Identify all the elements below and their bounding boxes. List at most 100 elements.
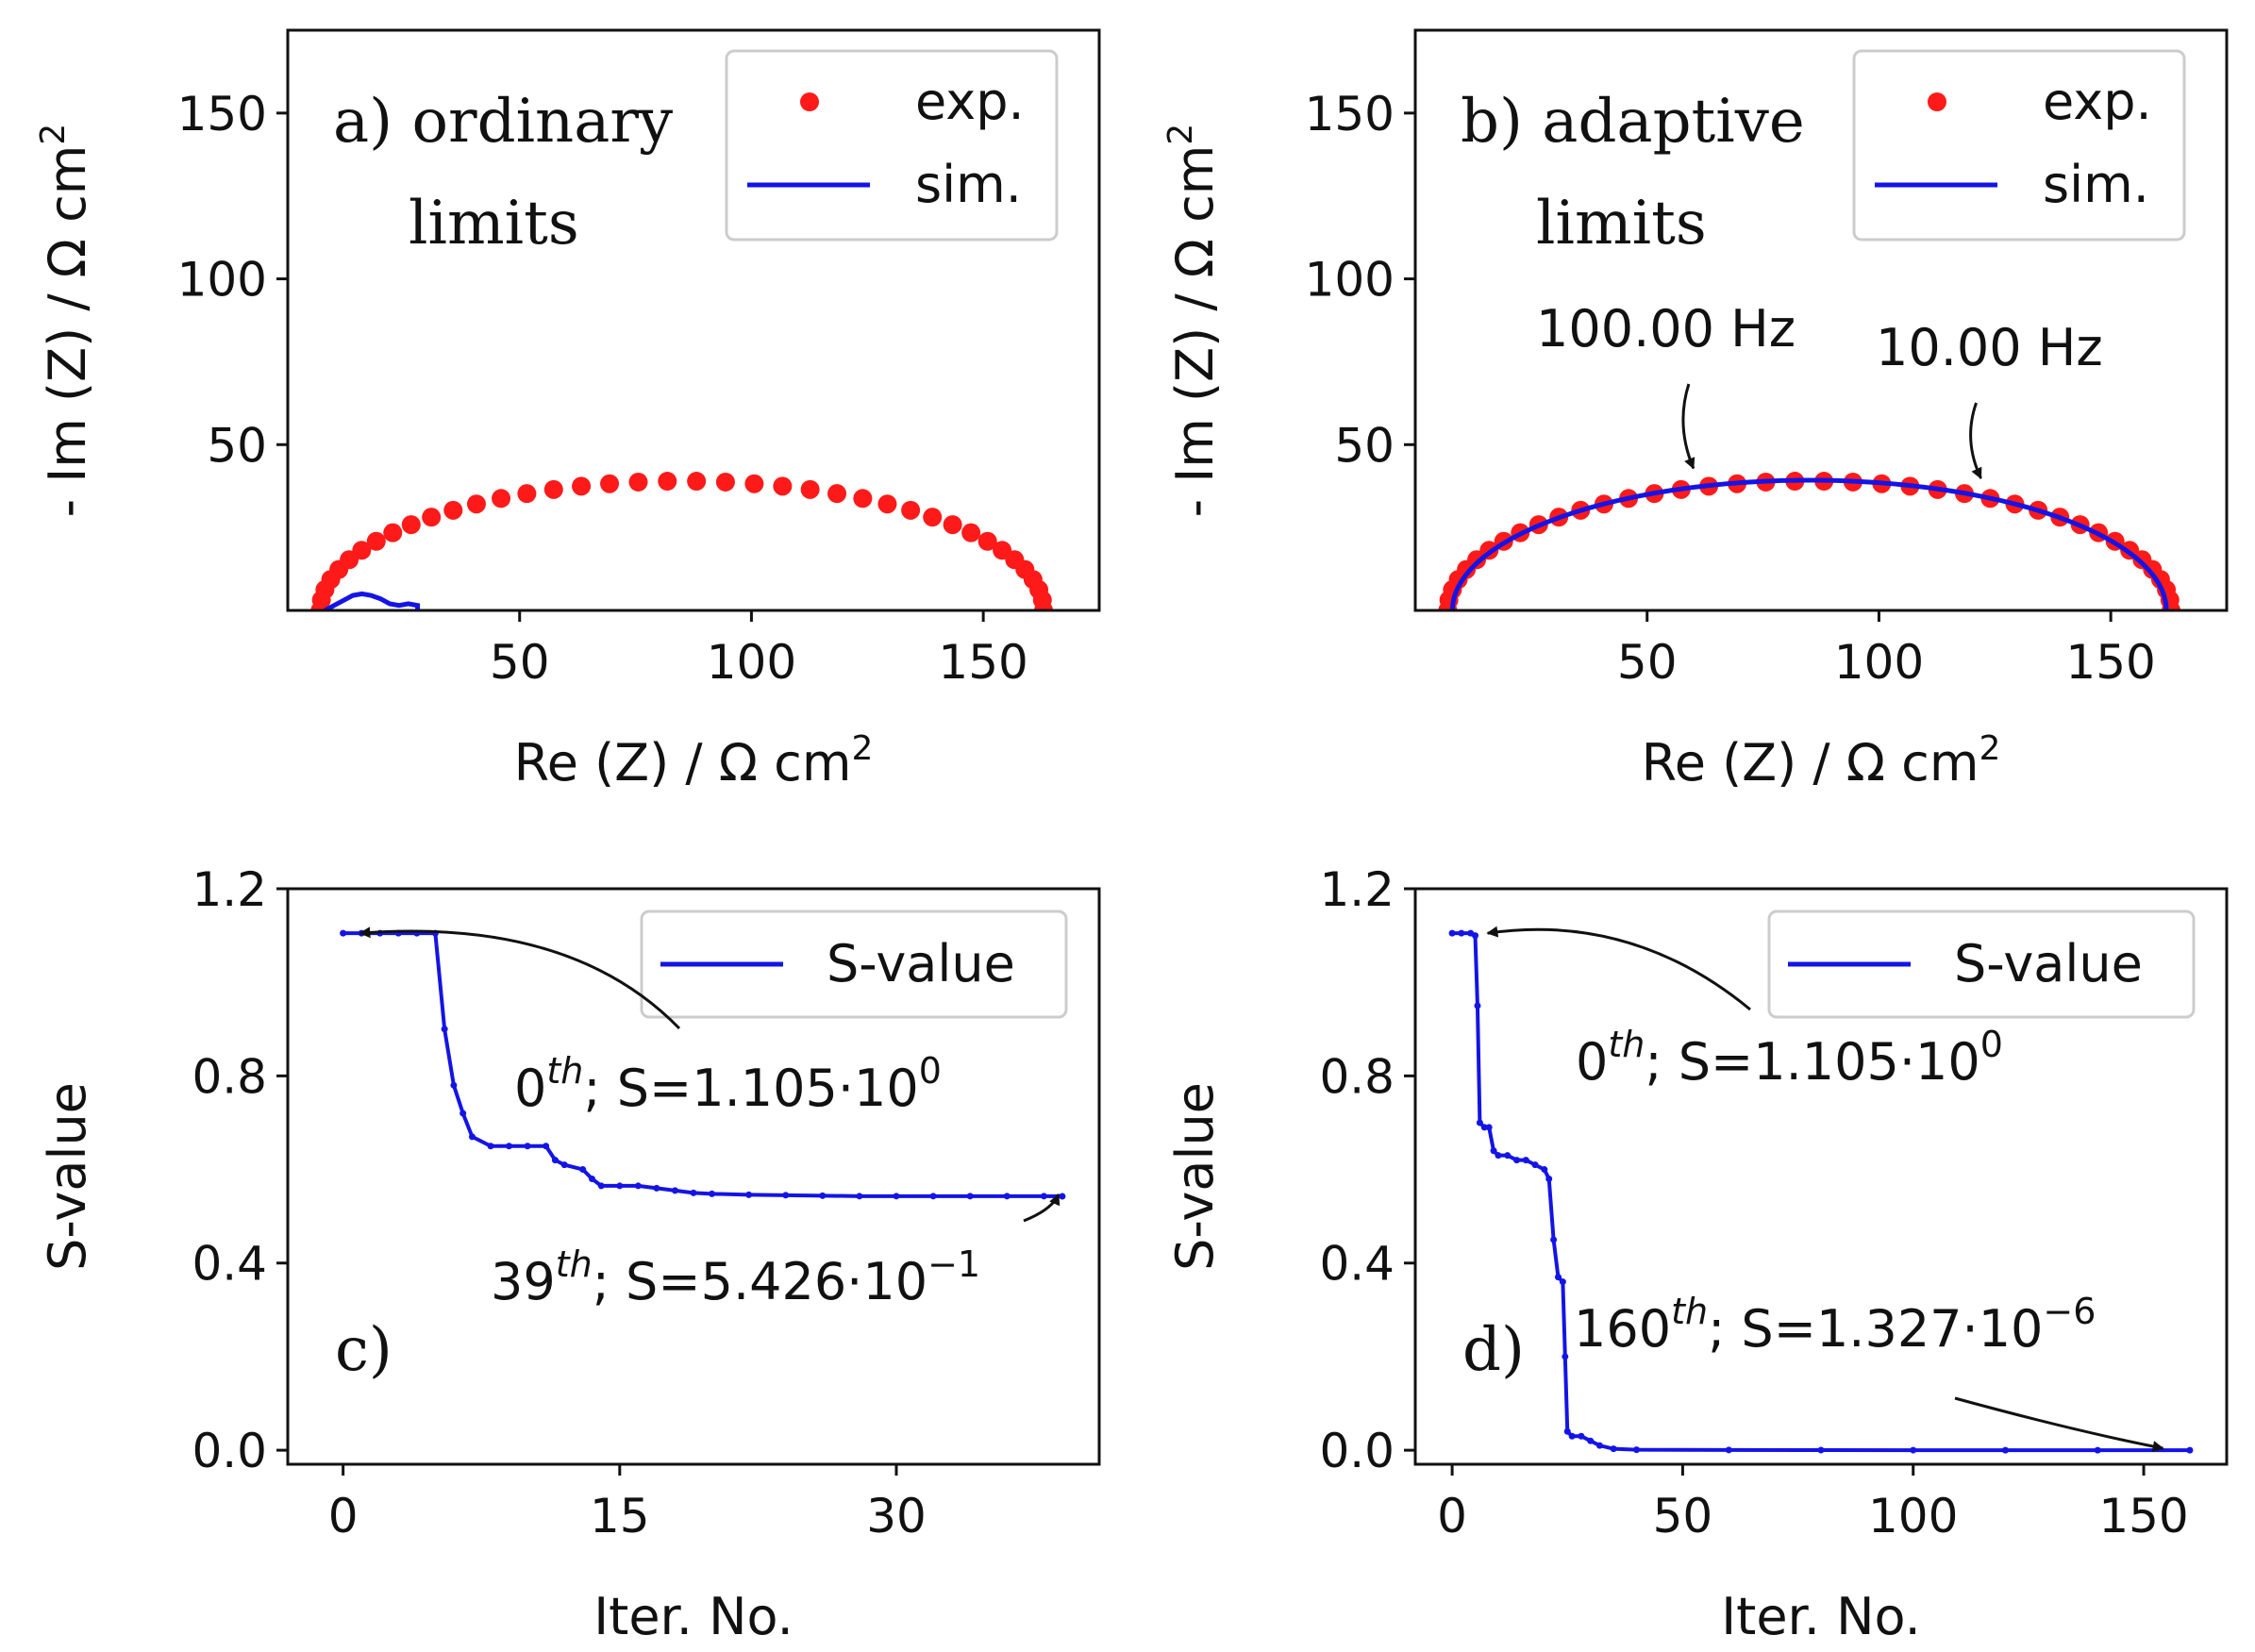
exp-point [658, 472, 677, 492]
exp-point [715, 472, 735, 492]
x-tick-label: 150 [938, 635, 1027, 690]
exp-point [943, 515, 962, 535]
exp-point [827, 484, 847, 504]
y-axis-label-text: S-value [38, 1082, 97, 1271]
iteration-number: 39 [491, 1252, 556, 1311]
exp-point [366, 531, 386, 551]
s-value-point [616, 1182, 624, 1190]
x-axis-label: Re (Z) / Ω cm2 [514, 729, 874, 793]
frequency-annotation: 100.00 Hz [1536, 299, 1796, 359]
legend-s-value-label: S-value [1954, 934, 2143, 993]
s-value-point [856, 1193, 863, 1200]
exp-point [877, 494, 897, 514]
iteration-s-value: ; S=1.105·10 [1645, 1032, 1979, 1092]
legend-box [640, 909, 1068, 1019]
y-tick-label: 100 [177, 253, 267, 308]
iteration-arrow [1023, 1193, 1061, 1223]
y-tick-label: 0.0 [1319, 1424, 1395, 1478]
s-value-point [1476, 1119, 1483, 1126]
s-value-point [1003, 1193, 1011, 1200]
s-value-point [1541, 1166, 1548, 1174]
plot-area-c [340, 929, 1066, 1200]
s-value-point [1587, 1437, 1595, 1444]
panel-label-c: c) [335, 1315, 393, 1385]
exp-point [977, 531, 997, 551]
s-value-point [1595, 1442, 1603, 1449]
iteration-arrow [1954, 1396, 2164, 1452]
plot-area-d [1448, 929, 2194, 1454]
x-tick-label: 100 [707, 635, 796, 690]
s-value-point [506, 1143, 513, 1150]
iteration-annotation: 0th; S=1.105·100 [514, 1050, 942, 1118]
frequency-arrow [1969, 402, 1982, 480]
panel-label-d: d) [1462, 1315, 1525, 1385]
legend-sim-label: sim. [2043, 155, 2149, 214]
s-value-point [468, 1133, 476, 1141]
s-value-point [1633, 1446, 1641, 1454]
x-axis-label-text: Iter. No. [1721, 1587, 1921, 1646]
x-axis-label: Iter. No. [593, 1587, 793, 1646]
s-value-point [1610, 1445, 1617, 1453]
exp-point [800, 479, 820, 499]
y-tick-label: 0.4 [192, 1237, 267, 1292]
s-value-point [1472, 932, 1479, 940]
s-value-point [1554, 1274, 1562, 1281]
iteration-exponent: −6 [2043, 1291, 2096, 1332]
exp-point [492, 489, 511, 509]
iteration-suffix: th [556, 1243, 593, 1285]
s-value-point [1568, 1432, 1576, 1440]
panel-c: 0 15 30 0.0 0.4 0.8 1.2 Iter. No. S-value c) S-val… [38, 862, 1101, 1646]
s-value-point [1485, 1124, 1493, 1131]
s-value-point [1495, 1152, 1502, 1160]
plot-area-a [310, 472, 1054, 610]
s-value-point [459, 1110, 467, 1117]
x-axis-label-text: Re (Z) / Ω cm [514, 733, 852, 793]
exp-point [1034, 601, 1054, 610]
exp-point [572, 476, 592, 496]
x-tick-label: 0 [328, 1489, 359, 1544]
x-tick-label: 0 [1437, 1489, 1467, 1544]
s-value-point [2186, 1446, 2194, 1454]
exp-point [923, 508, 943, 527]
x-tick-label: 100 [1834, 635, 1924, 690]
s-value-point [1040, 1193, 1047, 1200]
exp-point [443, 500, 463, 520]
y-axis-label: - Im (Z) / Ω cm2 [1161, 124, 1225, 518]
exp-point [853, 489, 873, 509]
axes-frame [1413, 28, 2229, 612]
legend-box [1767, 909, 2196, 1019]
y-tick-label: 0.8 [192, 1049, 267, 1104]
s-value-point [560, 1161, 568, 1169]
panel-d: 0 50 100 150 0.0 0.4 0.8 1.2 Iter. No. S-value d) S… [1165, 862, 2229, 1646]
exp-point [901, 500, 921, 520]
s-value-point [1504, 1152, 1512, 1160]
s-value-point [1545, 1175, 1553, 1182]
y-tick-label: 50 [1334, 418, 1395, 473]
s-value-point [543, 1143, 550, 1150]
s-value-point [1448, 929, 1456, 937]
exp-point [401, 515, 421, 535]
exp-point [543, 479, 563, 499]
x-tick-label: 30 [866, 1489, 927, 1544]
exp-point [466, 494, 486, 514]
s-value-point [450, 1081, 458, 1089]
sim-series-line [324, 591, 421, 610]
s-value-point [745, 1191, 753, 1198]
x-tick-label: 50 [1617, 635, 1678, 690]
iteration-exponent: 0 [919, 1050, 942, 1092]
y-tick-label: 150 [177, 87, 267, 142]
iteration-number: 160 [1574, 1299, 1671, 1359]
x-tick-label: 50 [1653, 1489, 1713, 1544]
y-tick-label: 100 [1305, 253, 1395, 308]
panel-label-a: a) ordinary [333, 87, 673, 157]
y-tick-label: 0.0 [192, 1424, 267, 1478]
y-axis-label: S-value [1165, 1082, 1225, 1271]
legend-s-value-label: S-value [827, 934, 1015, 993]
sim-series-line [1449, 477, 2169, 610]
s-value-point [340, 929, 347, 937]
exp-point [687, 472, 707, 492]
frequency-arrow [1681, 383, 1695, 470]
legend-exp-marker [1928, 92, 1946, 111]
